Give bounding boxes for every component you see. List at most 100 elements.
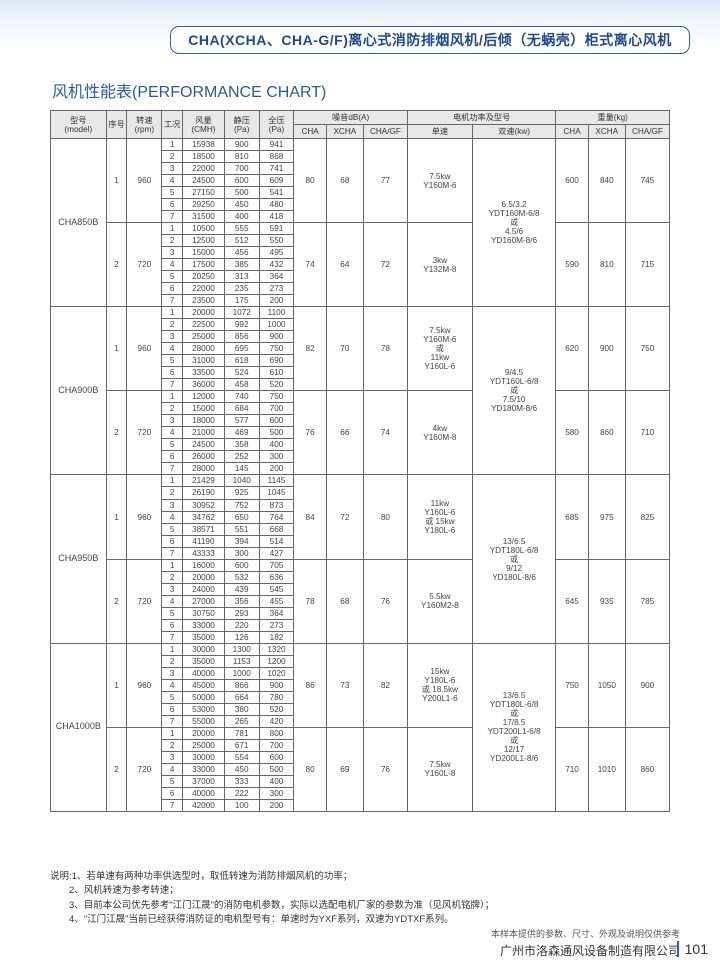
cell-sp: 992 [224, 319, 259, 331]
cell-noise-xcha: 66 [326, 391, 363, 475]
th-weight-xcha: XCHA [588, 125, 625, 139]
cell-sp: 380 [224, 703, 259, 715]
cell-cmh: 34762 [183, 511, 225, 523]
cell-cond: 5 [162, 523, 183, 535]
cell-cmh: 33000 [183, 763, 225, 775]
page-number: 101 [677, 941, 708, 957]
cell-sp: 752 [224, 499, 259, 511]
cell-sp: 555 [224, 223, 259, 235]
cell-cond: 7 [162, 631, 183, 643]
cell-sp: 450 [224, 199, 259, 211]
notes-label: 说明: [50, 871, 72, 882]
cell-cmh: 22500 [183, 319, 225, 331]
cell-sp: 400 [224, 211, 259, 223]
cell-noise-cha: 80 [294, 139, 326, 223]
cell-sp: 235 [224, 283, 259, 295]
cell-weight-cha: 620 [556, 307, 588, 391]
cell-cond: 5 [162, 607, 183, 619]
cell-tp: 600 [259, 751, 294, 763]
cell-cond: 6 [162, 199, 183, 211]
cell-noise-cha: 78 [294, 559, 326, 643]
cell-cond: 2 [162, 403, 183, 415]
cell-sp: 394 [224, 535, 259, 547]
cell-sp: 512 [224, 235, 259, 247]
cell-cond: 7 [162, 211, 183, 223]
cell-noise-cha: 80 [294, 727, 326, 811]
cell-tp: 800 [259, 727, 294, 739]
cell-cmh: 27000 [183, 595, 225, 607]
cell-sp: 1300 [224, 643, 259, 655]
th-weight-group: 重量(kg) [556, 111, 670, 125]
cell-tp: 182 [259, 631, 294, 643]
cell-tp: 868 [259, 151, 294, 163]
cell-tp: 200 [259, 799, 294, 811]
cell-sp: 684 [224, 403, 259, 415]
th-sp: 静压(Pa) [224, 111, 259, 139]
cell-noise-xcha: 64 [326, 223, 363, 307]
cell-cond: 1 [162, 559, 183, 571]
cell-noise-chagf: 80 [363, 475, 407, 559]
cell-cond: 2 [162, 571, 183, 583]
cell-cond: 5 [162, 187, 183, 199]
table-row: CHA1000B19601300001300132086738215kwY180… [51, 643, 670, 655]
cell-tp: 900 [259, 331, 294, 343]
cell-cond: 6 [162, 367, 183, 379]
cell-weight-xcha: 935 [588, 559, 625, 643]
cell-weight-cha: 645 [556, 559, 588, 643]
cell-motor-single: 3kwY132M-8 [407, 223, 472, 307]
cell-tp: 500 [259, 763, 294, 775]
cell-cmh: 24500 [183, 175, 225, 187]
cell-cond: 7 [162, 463, 183, 475]
cell-cmh: 29250 [183, 199, 225, 211]
cell-cond: 3 [162, 583, 183, 595]
cell-sp: 856 [224, 331, 259, 343]
cell-noise-chagf: 77 [363, 139, 407, 223]
cell-motor-dual: 9/4.5YDT160L-6/8或7.5/10YD180M-8/6 [472, 307, 555, 475]
cell-cmh: 18500 [183, 151, 225, 163]
cell-weight-cha: 590 [556, 223, 588, 307]
th-noise-chagf: CHA/GF [363, 125, 407, 139]
cell-sp: 618 [224, 355, 259, 367]
cell-noise-cha: 76 [294, 391, 326, 475]
cell-weight-chagf: 715 [625, 223, 669, 307]
cell-sp: 100 [224, 799, 259, 811]
cell-cmh: 50000 [183, 691, 225, 703]
cell-tp: 364 [259, 607, 294, 619]
cell-cmh: 38571 [183, 523, 225, 535]
cell-tp: 455 [259, 595, 294, 607]
cell-model: CHA900B [51, 307, 107, 475]
cell-model: CHA950B [51, 475, 107, 643]
cell-sp: 554 [224, 751, 259, 763]
cell-sp: 650 [224, 511, 259, 523]
cell-sp: 1072 [224, 307, 259, 319]
cell-tp: 300 [259, 451, 294, 463]
cell-cmh: 22000 [183, 283, 225, 295]
cell-cond: 1 [162, 223, 183, 235]
cell-sp: 293 [224, 607, 259, 619]
cell-noise-xcha: 68 [326, 139, 363, 223]
th-cmh: 风量(CMH) [183, 111, 225, 139]
cell-tp: 541 [259, 187, 294, 199]
cell-tp: 750 [259, 343, 294, 355]
cell-sp: 439 [224, 583, 259, 595]
cell-sp: 265 [224, 715, 259, 727]
cell-tp: 700 [259, 739, 294, 751]
table-row: CHA850B19601159389009418068777.5kwY160M-… [51, 139, 670, 151]
cell-sp: 450 [224, 763, 259, 775]
cell-sp: 577 [224, 415, 259, 427]
cell-cond: 1 [162, 727, 183, 739]
cell-cond: 7 [162, 379, 183, 391]
cell-cond: 2 [162, 151, 183, 163]
cell-sp: 1153 [224, 655, 259, 667]
cell-cond: 6 [162, 535, 183, 547]
cell-noise-xcha: 69 [326, 727, 363, 811]
cell-weight-chagf: 900 [625, 643, 669, 727]
cell-cmh: 24000 [183, 583, 225, 595]
cell-cmh: 15000 [183, 247, 225, 259]
table-body: CHA850B19601159389009418068777.5kwY160M-… [51, 139, 670, 812]
cell-cmh: 20000 [183, 571, 225, 583]
cell-cond: 2 [162, 739, 183, 751]
cell-tp: 273 [259, 283, 294, 295]
cell-sp: 456 [224, 247, 259, 259]
cell-tp: 200 [259, 295, 294, 307]
